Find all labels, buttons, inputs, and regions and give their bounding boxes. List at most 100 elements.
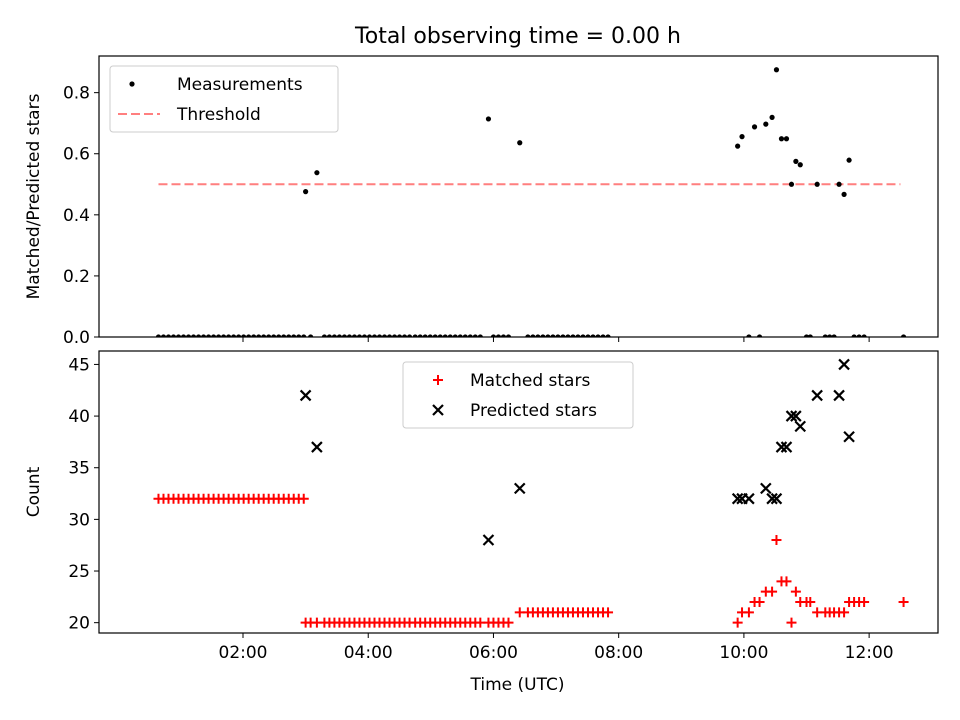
data-point [560,334,566,337]
data-point [346,334,353,337]
data-point [780,441,793,453]
y-tick-label: 0.4 [63,206,90,226]
legend-entry: Matched stars [433,371,590,391]
y-tick-label: 0.0 [63,328,90,348]
data-point [276,334,282,337]
data-point [266,334,272,337]
data-point [833,389,845,402]
data-point [472,334,478,337]
data-point [180,334,187,337]
legend-box [109,65,339,133]
data-point [771,535,782,546]
series-predicted-stars [299,358,855,546]
data-point [525,334,531,337]
data-point [743,492,755,505]
data-point [763,121,769,127]
data-point [298,493,309,504]
data-point [291,334,297,337]
data-point [827,334,833,337]
data-point [401,334,408,337]
data-point [773,67,780,73]
data-point [215,334,222,337]
data-point [396,334,403,337]
legend: Measurements Threshold [109,65,339,133]
y-axis-label: Matched/Predicted stars [24,93,44,299]
y-tick-label: 40 [68,407,90,427]
data-point [361,334,368,337]
data-point [160,334,167,337]
data-point [311,441,323,453]
data-point [793,158,799,164]
data-point [600,334,606,337]
data-point [303,189,309,195]
data-point [746,334,752,337]
data-point [205,334,212,337]
data-point [595,334,601,337]
data-point [822,334,828,337]
data-point [898,597,909,608]
data-point [326,334,333,337]
data-point [251,334,257,337]
data-point [811,389,823,402]
data-point [246,334,252,337]
data-point [900,334,907,337]
data-point [788,181,795,187]
data-point [760,482,772,495]
data-point [861,334,867,337]
data-point [814,181,820,187]
series-matched-stars [153,493,909,628]
data-point [555,334,561,337]
data-point [785,410,798,422]
data-point [236,334,242,337]
x-tick-label: 10:00 [719,643,768,663]
data-point [412,334,418,337]
data-point [467,334,473,337]
data-point [731,492,744,505]
data-point [767,586,778,597]
data-point [351,334,358,337]
data-point [477,334,483,337]
data-point [406,334,413,337]
legend-entry: Threshold [118,105,261,125]
data-point [457,334,463,337]
x-tick-label: 08:00 [594,643,643,663]
data-point [545,334,551,337]
legend-entry: Measurements [129,75,303,95]
data-point [281,334,287,337]
data-point [185,334,192,337]
data-point [321,334,328,337]
data-point [256,334,262,337]
data-point [231,334,237,337]
axes-frame [98,350,939,634]
data-point [376,334,383,337]
data-point [296,334,302,337]
legend-label: Matched stars [470,371,590,391]
data-point [386,334,393,337]
data-point [175,334,182,337]
data-point [575,334,581,337]
legend: Matched stars Predicted stars [402,361,634,429]
y-tick-label: 30 [68,510,90,530]
data-point [790,410,802,422]
data-point [841,191,847,197]
data-point [482,534,495,546]
data-point [535,334,541,337]
data-point [503,617,514,628]
y-tick-label: 0.6 [63,145,90,165]
y-tick-label: 0.2 [63,267,90,287]
y-axis-label: Count [24,466,44,517]
data-point [754,597,765,608]
x-tick-label: 12:00 [845,643,894,663]
data-point [580,334,586,337]
data-point [241,334,247,337]
data-point [781,576,792,587]
data-point [200,334,207,337]
data-point [794,420,807,433]
data-point [314,170,320,176]
data-point [500,334,507,337]
data-point [786,617,797,628]
legend-box [402,361,634,429]
data-point [427,334,433,337]
data-point [271,334,277,337]
data-point [301,334,307,337]
